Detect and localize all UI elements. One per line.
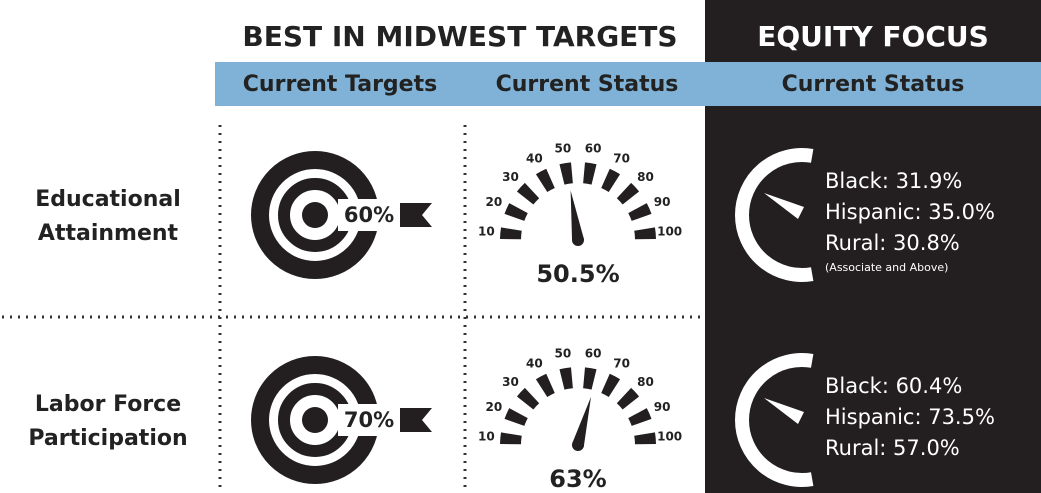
gauge-segment bbox=[628, 408, 652, 426]
gauge-segment bbox=[516, 182, 540, 205]
equity-line: Hispanic: 35.0% bbox=[825, 200, 995, 224]
gauge-segment bbox=[504, 408, 528, 426]
gauge-segment bbox=[601, 168, 621, 192]
row-label: Attainment bbox=[38, 221, 179, 246]
gauge-segment bbox=[535, 373, 555, 397]
gauge-tick-label: 40 bbox=[526, 152, 543, 166]
gauge-tick-label: 80 bbox=[637, 375, 654, 389]
gauge-tick-label: 60 bbox=[585, 347, 602, 361]
gauge-tick-label: 80 bbox=[637, 170, 654, 184]
equity-arc bbox=[735, 353, 814, 487]
gauge-tick-label: 100 bbox=[657, 224, 682, 238]
header-band bbox=[705, 62, 1041, 106]
status-value: 63% bbox=[549, 465, 606, 493]
column-header: Current Status bbox=[496, 72, 679, 97]
gauge-needle bbox=[570, 190, 584, 241]
gauge-tick-label: 10 bbox=[478, 224, 495, 238]
gauge-tick-label: 30 bbox=[502, 170, 519, 184]
gauge-tick-label: 10 bbox=[478, 429, 495, 443]
gauge-tick-label: 90 bbox=[654, 400, 671, 414]
gauge-segment bbox=[516, 387, 540, 410]
target-flag bbox=[400, 408, 432, 432]
gauge-segment bbox=[601, 373, 621, 397]
label-bg bbox=[338, 404, 400, 436]
header-band bbox=[215, 62, 705, 106]
gauge-tick-label: 90 bbox=[654, 195, 671, 209]
row-label: Labor Force bbox=[35, 392, 181, 417]
equity-line: Black: 31.9% bbox=[825, 169, 962, 193]
gauge-tick-label: 40 bbox=[526, 357, 543, 371]
column-header: Current Status bbox=[782, 72, 965, 97]
target-value: 70% bbox=[344, 408, 394, 432]
gauge-tick-label: 100 bbox=[657, 429, 682, 443]
gauge-segment bbox=[634, 432, 656, 445]
gauge-hub bbox=[572, 439, 584, 451]
gauge-tick-label: 60 bbox=[585, 142, 602, 156]
title: BEST IN MIDWEST TARGETS bbox=[242, 20, 677, 53]
equity-needle bbox=[764, 193, 804, 219]
gauge-segment bbox=[535, 168, 555, 192]
target-center bbox=[302, 407, 328, 433]
gauge-tick-label: 50 bbox=[555, 142, 572, 156]
equity-line: Rural: 57.0% bbox=[825, 436, 960, 460]
gauge-tick-label: 30 bbox=[502, 375, 519, 389]
equity-line: Rural: 30.8% bbox=[825, 231, 960, 255]
target-center bbox=[302, 202, 328, 228]
gauge-tick-label: 50 bbox=[555, 347, 572, 361]
gauge-segment bbox=[616, 387, 640, 410]
gauge-segment bbox=[500, 227, 522, 240]
status-value: 50.5% bbox=[536, 260, 619, 288]
column-header: Current Targets bbox=[243, 72, 437, 97]
gauge-segment bbox=[583, 162, 597, 185]
label-bg bbox=[338, 199, 400, 231]
gauge-hub bbox=[572, 234, 584, 246]
equity-arc bbox=[735, 148, 814, 282]
equity-line: Black: 60.4% bbox=[825, 374, 962, 398]
gauge-tick-label: 20 bbox=[486, 195, 503, 209]
gauge-tick-label: 20 bbox=[486, 400, 503, 414]
target-value: 60% bbox=[344, 203, 394, 227]
gauge-segment bbox=[634, 227, 656, 240]
gauge-segment bbox=[559, 162, 573, 185]
target-flag bbox=[400, 203, 432, 227]
title: EQUITY FOCUS bbox=[757, 20, 989, 53]
gauge-needle bbox=[572, 396, 592, 447]
gauge-segment bbox=[628, 203, 652, 221]
equity-line: Hispanic: 73.5% bbox=[825, 405, 995, 429]
equity-note: (Associate and Above) bbox=[825, 261, 948, 274]
equity-needle bbox=[764, 398, 804, 424]
gauge-segment bbox=[616, 182, 640, 205]
gauge-segment bbox=[559, 367, 573, 390]
gauge-tick-label: 70 bbox=[613, 357, 630, 371]
gauge-segment bbox=[583, 367, 597, 390]
gauge-tick-label: 70 bbox=[613, 152, 630, 166]
gauge-segment bbox=[504, 203, 528, 221]
row-label: Participation bbox=[28, 426, 187, 451]
gauge-segment bbox=[500, 432, 522, 445]
row-label: Educational bbox=[35, 187, 181, 212]
